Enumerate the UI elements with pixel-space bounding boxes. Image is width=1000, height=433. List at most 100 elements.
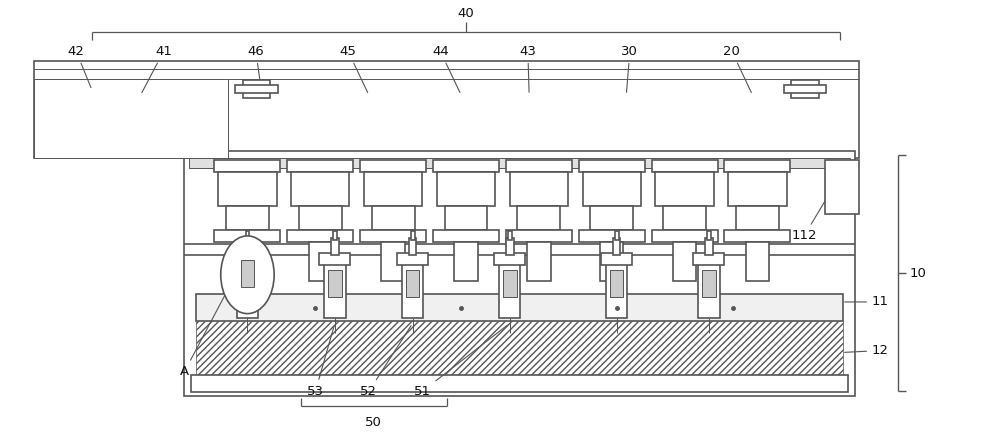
Bar [784, 85, 826, 93]
Bar [707, 231, 711, 240]
Bar [299, 206, 342, 230]
Bar [397, 253, 428, 265]
Text: 46: 46 [247, 45, 264, 92]
Text: 112: 112 [791, 194, 829, 242]
Bar [601, 253, 632, 265]
Bar [454, 242, 478, 281]
Bar [196, 321, 843, 375]
Bar [728, 172, 787, 206]
Bar [324, 260, 346, 319]
Bar [196, 294, 843, 321]
Bar [214, 160, 280, 172]
Bar [331, 238, 339, 255]
Bar [287, 230, 353, 242]
Bar [364, 172, 422, 206]
Bar [746, 242, 769, 281]
Bar [506, 230, 572, 242]
Bar [583, 172, 641, 206]
Bar [236, 242, 259, 281]
Bar [600, 242, 623, 281]
Text: 30: 30 [621, 45, 638, 92]
Bar [381, 242, 405, 281]
Bar [241, 270, 254, 297]
Bar [291, 172, 349, 206]
Bar [510, 172, 568, 206]
Bar [360, 230, 426, 242]
Bar [433, 230, 499, 242]
Bar [226, 206, 269, 230]
Text: 40: 40 [458, 7, 474, 20]
Bar [663, 206, 706, 230]
Bar [34, 78, 228, 158]
Bar [34, 61, 859, 158]
Bar [613, 238, 620, 255]
Bar [243, 81, 270, 98]
Bar [246, 231, 249, 240]
Bar [309, 242, 332, 281]
Bar [590, 206, 633, 230]
Bar [693, 253, 724, 265]
Text: 41: 41 [142, 45, 172, 93]
Text: 20: 20 [723, 45, 751, 93]
Text: 50: 50 [365, 416, 382, 429]
Bar [736, 206, 779, 230]
Bar [235, 85, 278, 93]
Bar [328, 270, 342, 297]
Bar [214, 230, 280, 242]
Bar [494, 253, 525, 265]
Text: 53: 53 [307, 326, 334, 398]
Bar [673, 242, 696, 281]
Bar [579, 160, 645, 172]
Bar [506, 238, 514, 255]
Text: 43: 43 [519, 45, 536, 92]
Bar [499, 260, 520, 319]
Bar [191, 375, 848, 392]
Bar [506, 160, 572, 172]
Bar [333, 231, 337, 240]
Bar [237, 260, 258, 319]
Bar [409, 238, 416, 255]
Bar [189, 158, 850, 168]
Bar [705, 238, 713, 255]
Bar [517, 206, 560, 230]
Bar [702, 270, 716, 297]
Bar [724, 160, 790, 172]
Bar [360, 160, 426, 172]
Text: 51: 51 [414, 325, 508, 398]
Bar [232, 253, 263, 265]
Bar [579, 230, 645, 242]
Bar [244, 238, 251, 255]
Bar [615, 231, 619, 240]
Bar [503, 270, 517, 297]
Text: 11: 11 [845, 295, 889, 308]
Bar [527, 242, 551, 281]
Bar [445, 206, 487, 230]
Bar [184, 152, 855, 396]
Bar [825, 160, 859, 213]
Bar [652, 230, 718, 242]
Bar [433, 160, 499, 172]
Text: 12: 12 [845, 344, 889, 357]
Bar [655, 172, 714, 206]
Bar [791, 81, 819, 98]
Bar [319, 253, 350, 265]
Bar [406, 270, 419, 297]
Text: 10: 10 [910, 267, 927, 280]
Bar [402, 260, 423, 319]
Bar [698, 260, 720, 319]
Bar [610, 270, 623, 297]
Text: 52: 52 [360, 326, 411, 398]
Bar [437, 172, 495, 206]
Bar [724, 230, 790, 242]
Text: A: A [180, 292, 227, 378]
Text: 44: 44 [432, 45, 460, 93]
Bar [241, 260, 254, 288]
Bar [411, 231, 415, 240]
Bar [372, 206, 415, 230]
Bar [508, 231, 512, 240]
Ellipse shape [221, 236, 274, 313]
Text: 45: 45 [340, 45, 368, 93]
Bar [606, 260, 627, 319]
Bar [652, 160, 718, 172]
Bar [287, 160, 353, 172]
